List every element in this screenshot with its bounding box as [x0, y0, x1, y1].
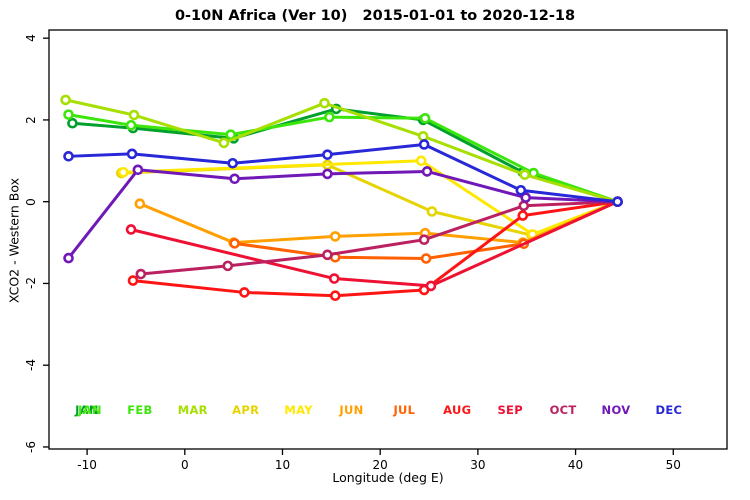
data-point-DEC: [63, 151, 74, 162]
data-point-DEC: [227, 157, 238, 169]
data-point-SEP: [125, 224, 137, 235]
data-point-FEB: [419, 112, 431, 124]
data-point-AUG: [127, 275, 139, 286]
data-point-AUG: [329, 290, 341, 302]
x-tick-label: 10: [274, 458, 291, 472]
data-point-DEC: [515, 184, 527, 196]
x-tick-label: 50: [665, 458, 681, 472]
x-tick-label: 20: [372, 458, 388, 472]
y-axis-label: XCO2 - Western Box: [6, 177, 22, 304]
data-point-FEB: [324, 111, 335, 123]
data-point-NOV: [63, 252, 74, 264]
data-point-SEP: [328, 273, 340, 284]
legend-item-DEC: DEC: [655, 403, 683, 417]
data-point-OCT: [322, 249, 333, 261]
data-point-OCT: [135, 268, 147, 280]
legend-item-OCT: OCT: [549, 403, 577, 417]
y-tick-label: 2: [24, 116, 38, 124]
data-point-NOV: [322, 168, 333, 180]
data-point-OCT: [222, 260, 234, 272]
y-tick-label: -4: [24, 359, 38, 372]
data-point-APR: [426, 206, 438, 217]
y-tick-label: 0: [24, 197, 38, 206]
data-point-MAR: [319, 97, 330, 109]
data-point-JUL: [229, 238, 240, 249]
data-point-FEB: [125, 119, 137, 131]
data-point-DEC: [126, 148, 138, 160]
data-point-FEB: [63, 109, 74, 120]
legend-item-JAN: JAN: [78, 403, 102, 417]
y-tick-label: -6: [24, 440, 38, 453]
data-point-DEC: [418, 139, 430, 150]
series-line-MAY: [121, 159, 620, 236]
legend-item-MAY: MAY: [284, 403, 313, 417]
data-point-MAR: [128, 109, 140, 121]
data-point-MAR: [60, 94, 71, 106]
data-point-JUL: [420, 253, 432, 264]
plot-border: [48, 29, 728, 450]
x-tick-label: 40: [567, 458, 584, 472]
data-point-MAR: [519, 169, 531, 181]
data-point-NOV: [520, 192, 532, 203]
data-point-DEC: [612, 196, 623, 207]
chart-title: 0-10N Africa (Ver 10) 2015-01-01 to 2020…: [174, 8, 576, 24]
data-point-NOV: [229, 173, 240, 185]
data-point-MAY: [415, 155, 427, 167]
data-point-NOV: [421, 166, 433, 177]
legend-item-AUG: AUG: [443, 403, 472, 417]
series-line-SEP: [129, 200, 620, 288]
data-point-MAR: [417, 130, 429, 142]
series-line-FEB: [67, 113, 620, 204]
data-point-SEP: [425, 280, 437, 292]
data-point-NOV: [132, 164, 144, 176]
legend-item-JUN: JUN: [339, 403, 364, 417]
series-line-MAR: [64, 98, 620, 204]
data-point-MAY: [117, 166, 129, 178]
data-point-JAN: [67, 117, 78, 129]
legend-item-JUL: JUL: [393, 403, 416, 417]
data-point-JUN: [329, 231, 341, 242]
y-tick-label: -2: [24, 277, 38, 290]
x-tick-label: 0: [180, 458, 189, 472]
x-tick-label: -10: [77, 458, 97, 472]
data-point-AUG: [517, 210, 529, 221]
x-tick-label: 30: [470, 458, 486, 472]
legend-item-NOV: NOV: [601, 403, 631, 417]
series-line-JUN: [138, 200, 620, 245]
series-line-AUG: [131, 200, 620, 298]
legend-item-FEB: FEB: [127, 403, 153, 417]
data-point-OCT: [518, 200, 530, 212]
data-point-DEC: [322, 149, 333, 160]
series-line-OCT: [139, 200, 620, 276]
data-point-JUN: [134, 198, 146, 210]
x-axis-label: Longitude (deg E): [332, 470, 444, 485]
data-point-OCT: [418, 234, 430, 246]
legend-item-JAN: JAN: [75, 403, 99, 417]
y-tick-label: 4: [24, 34, 38, 42]
data-point-AUG: [239, 287, 250, 298]
legend-item-MAR: MAR: [177, 403, 208, 417]
legend-item-APR: APR: [232, 403, 260, 417]
data-point-MAR: [218, 137, 230, 149]
legend-item-SEP: SEP: [497, 403, 523, 417]
